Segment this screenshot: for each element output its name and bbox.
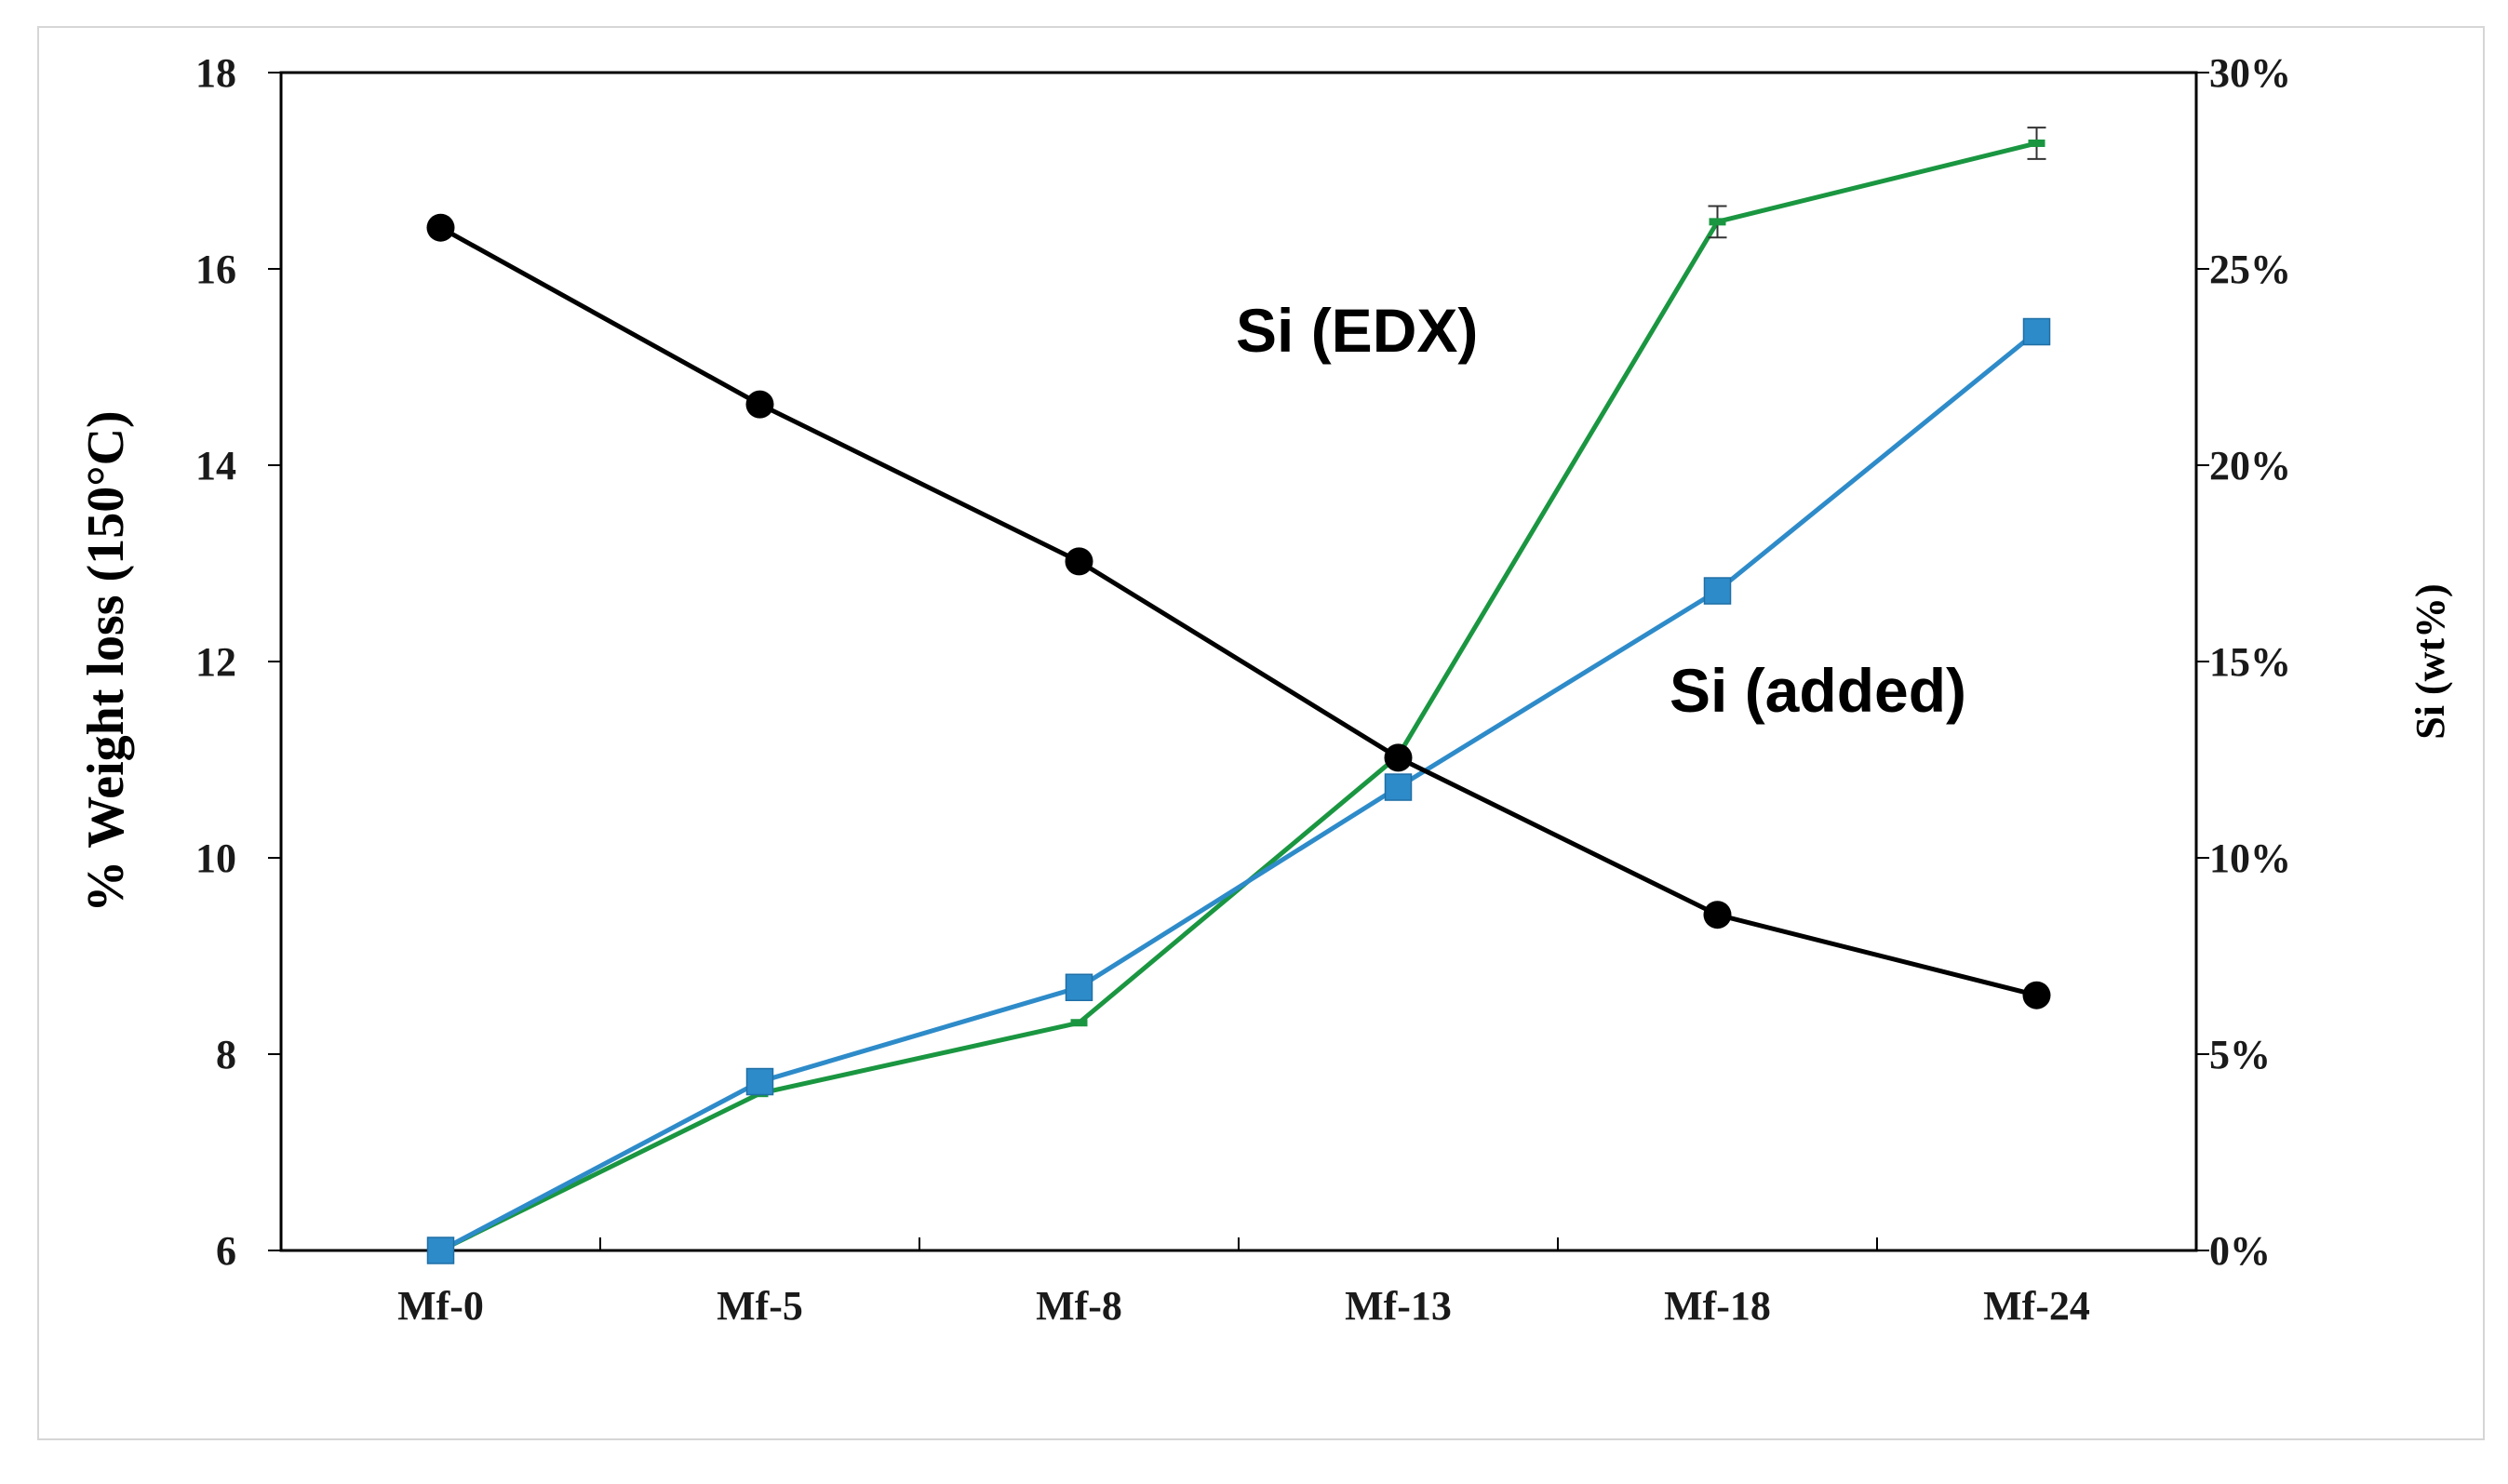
series-0-line <box>439 225 2038 998</box>
y-left-tick-label: 8 <box>216 1032 236 1077</box>
series-0-point <box>1065 547 1093 576</box>
x-tick-label: Mf-24 <box>1983 1283 2090 1329</box>
series-2-point <box>745 1067 774 1096</box>
y-right-tick-label: 25% <box>2209 247 2291 292</box>
series-0-point <box>1384 743 1413 772</box>
y-left-tick-label: 14 <box>195 443 236 488</box>
y-left-axis-ticks: 6 8 10 12 14 16 18 <box>195 50 281 1274</box>
series-2-point <box>2022 317 2051 346</box>
y-left-tick-label: 6 <box>216 1228 236 1274</box>
figure-frame <box>37 26 2485 1440</box>
series-0-point <box>2022 981 2051 1009</box>
y-right-axis-title: Si (wt%) <box>2407 583 2453 739</box>
series-0-point <box>1703 901 1732 929</box>
x-tick-label: Mf-8 <box>1036 1283 1122 1329</box>
series-2-point <box>426 1237 455 1264</box>
y-right-tick-label: 20% <box>2209 443 2291 488</box>
y-left-tick-label: 18 <box>195 50 236 96</box>
series-0-point <box>745 390 774 419</box>
y-right-tick-label: 5% <box>2209 1032 2271 1077</box>
y-left-tick-label: 12 <box>195 639 236 685</box>
y-right-tick-label: 30% <box>2209 50 2291 96</box>
series-2-point <box>1065 973 1093 1002</box>
series-1-point <box>1709 218 1726 226</box>
x-tick-label: Mf-0 <box>397 1283 484 1329</box>
y-left-axis-title: % Weight loss (150°C) <box>77 410 135 912</box>
annotation-si-edx: Si (EDX) <box>1236 296 1478 365</box>
series-0-point <box>426 213 455 242</box>
series-2-point <box>1703 577 1732 605</box>
y-right-tick-label: 0% <box>2209 1228 2271 1274</box>
y-right-tick-label: 15% <box>2209 639 2291 685</box>
x-axis-ticks: Mf-0 Mf-5 Mf-8 Mf-13 Mf-18 Mf-24 <box>280 1237 2197 1329</box>
y-left-tick-label: 16 <box>195 247 236 292</box>
series-1-point <box>1070 1019 1088 1027</box>
series-2-line <box>439 329 2039 1253</box>
y-right-tick-label: 10% <box>2209 836 2291 881</box>
x-tick-label: Mf-13 <box>1345 1283 1452 1329</box>
y-left-tick-label: 10 <box>195 836 236 881</box>
y-right-axis-ticks: 0% 5% 10% 15% 20% 25% 30% <box>2196 50 2291 1274</box>
series-layer <box>426 127 2051 1264</box>
annotation-si-added: Si (added) <box>1670 656 1966 725</box>
x-tick-label: Mf-18 <box>1664 1283 1771 1329</box>
series-2-point <box>1384 773 1413 801</box>
series-1-point <box>2028 139 2045 147</box>
x-tick-label: Mf-5 <box>717 1283 803 1329</box>
